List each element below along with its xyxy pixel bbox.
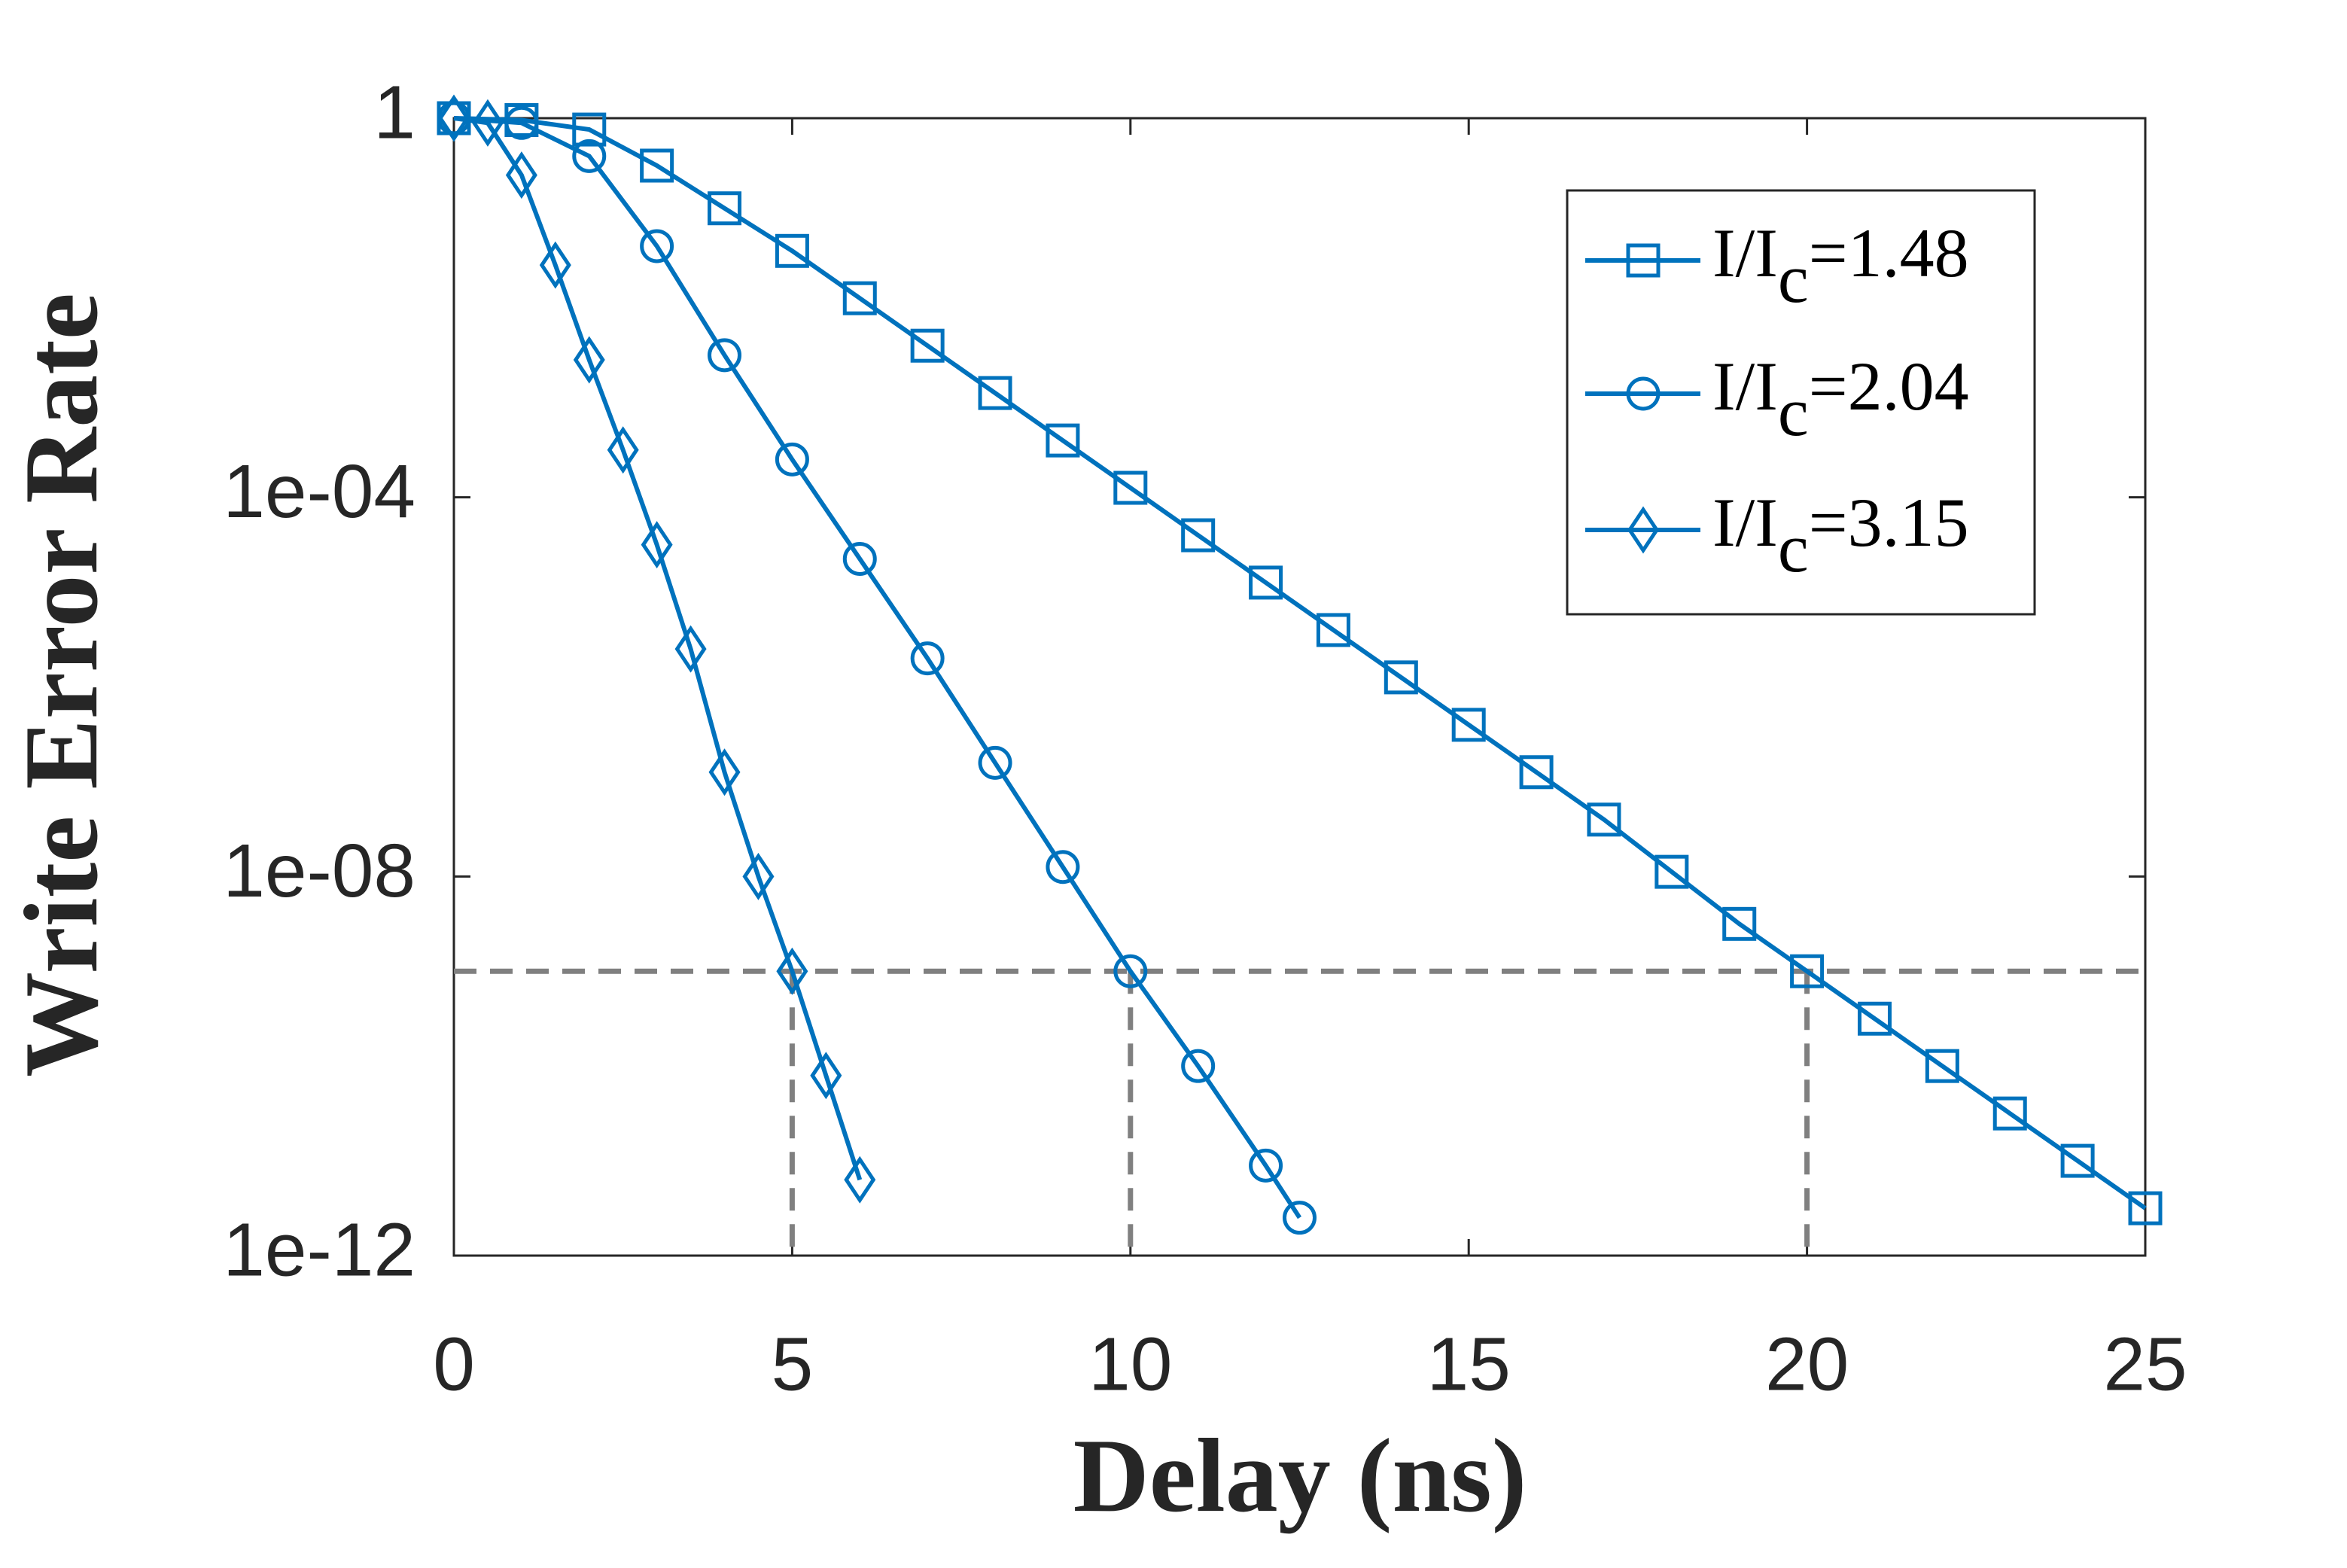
marker xyxy=(810,1052,842,1100)
legend-label: I/Ic=1.48 xyxy=(1712,215,1969,317)
marker xyxy=(1722,906,1757,941)
marker xyxy=(2128,1191,2163,1225)
x-tick-label: 15 xyxy=(1427,1322,1511,1406)
marker xyxy=(1992,1096,2027,1131)
x-axis-label: Delay (ns) xyxy=(1073,1417,1527,1534)
marker xyxy=(1925,1049,1959,1083)
marker xyxy=(1113,470,1148,505)
marker xyxy=(910,328,945,363)
marker xyxy=(640,229,674,263)
marker xyxy=(775,442,809,476)
marker xyxy=(708,191,742,226)
marker xyxy=(1046,423,1080,458)
marker xyxy=(539,241,571,289)
marker xyxy=(1181,518,1216,553)
marker xyxy=(2060,1143,2095,1178)
x-tick-label: 10 xyxy=(1088,1322,1172,1406)
marker xyxy=(674,625,707,673)
marker xyxy=(573,336,605,384)
legend-label: I/Ic=3.15 xyxy=(1712,484,1969,586)
marker xyxy=(844,1155,876,1204)
marker xyxy=(572,139,607,173)
x-tick-label: 0 xyxy=(433,1322,475,1406)
marker xyxy=(1519,755,1554,790)
y-tick-label: 1e-04 xyxy=(223,449,416,534)
marker xyxy=(1451,708,1486,742)
marker xyxy=(1857,1001,1892,1036)
marker xyxy=(607,426,639,474)
marker xyxy=(842,281,877,315)
marker xyxy=(437,94,470,142)
marker xyxy=(1113,954,1148,988)
marker xyxy=(1249,565,1283,600)
marker xyxy=(978,745,1012,780)
marker xyxy=(775,233,809,268)
marker xyxy=(1626,243,1661,278)
marker xyxy=(842,541,877,576)
y-axis-label: Write Error Rate xyxy=(3,293,120,1077)
marker xyxy=(1181,1049,1216,1083)
marker xyxy=(1627,506,1660,554)
x-tick-label: 25 xyxy=(2103,1322,2187,1406)
marker xyxy=(572,112,607,147)
marker xyxy=(776,947,808,995)
marker xyxy=(640,148,674,183)
marker xyxy=(708,748,741,796)
marker xyxy=(471,99,504,147)
y-tick-label: 1e-12 xyxy=(223,1207,416,1292)
marker xyxy=(641,521,673,569)
marker xyxy=(1384,660,1418,695)
x-tick-label: 20 xyxy=(1765,1322,1849,1406)
marker xyxy=(504,105,539,140)
marker xyxy=(1046,850,1080,884)
series-line xyxy=(453,116,1302,1219)
marker xyxy=(1283,1201,1317,1235)
plot-frame xyxy=(452,117,2147,1257)
series-line xyxy=(453,116,2147,1210)
legend-label: I/Ic=2.04 xyxy=(1712,348,1969,450)
marker xyxy=(1626,376,1661,411)
marker xyxy=(1249,1148,1283,1183)
marker xyxy=(1316,613,1350,647)
marker xyxy=(1587,802,1621,837)
y-tick-label: 1 xyxy=(373,70,416,154)
marker xyxy=(708,338,742,373)
series-line xyxy=(453,116,863,1181)
marker xyxy=(1654,854,1689,889)
y-tick-label: 1e-08 xyxy=(223,829,416,913)
marker xyxy=(978,376,1012,410)
marker xyxy=(910,641,945,676)
x-tick-label: 5 xyxy=(772,1322,814,1406)
marker xyxy=(505,151,537,199)
marker xyxy=(742,852,775,900)
marker xyxy=(1790,954,1825,988)
